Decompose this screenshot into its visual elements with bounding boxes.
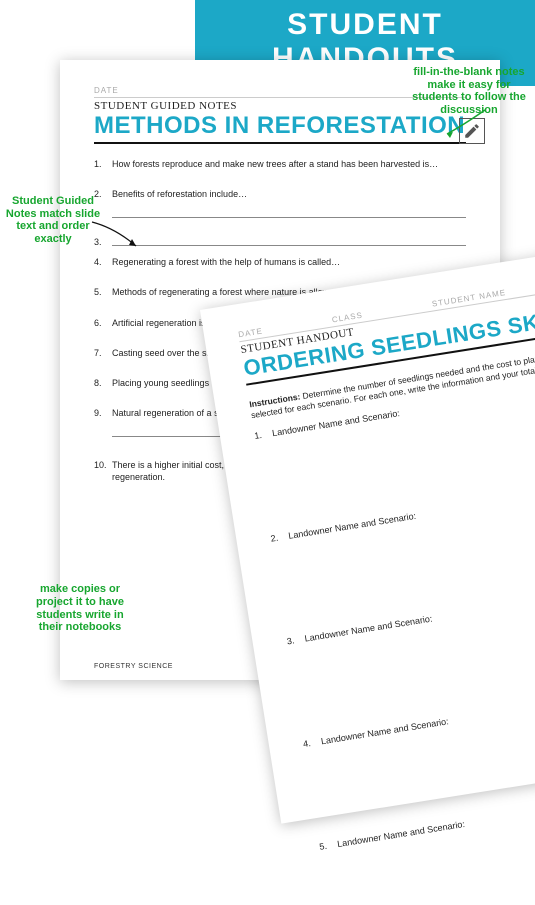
question-number: 5. <box>94 286 102 298</box>
question-item: 4. Regenerating a forest with the help of… <box>94 256 466 268</box>
scenario-number: 1. <box>254 430 263 441</box>
question-item: 3. <box>94 236 466 246</box>
question-text: How forests reproduce and make new trees… <box>112 159 438 169</box>
pencil-icon-box <box>459 118 485 144</box>
label-date: DATE <box>94 86 119 95</box>
question-item: 2.Benefits of reforestation include… <box>94 188 466 218</box>
annotation-bottom-left: make copies or project it to have studen… <box>30 583 130 634</box>
page-title-back: METHODS IN REFORESTATION <box>94 112 466 144</box>
scenario-label: Landowner Name and Scenario: <box>320 716 449 746</box>
footer-label: FORESTRY SCIENCE <box>94 663 173 670</box>
question-number: 9. <box>94 407 102 419</box>
scenario-label: Landowner Name and Scenario: <box>304 614 433 644</box>
blank-line <box>112 236 466 246</box>
label-class-f: CLASS <box>331 311 363 325</box>
question-number: 1. <box>94 158 102 170</box>
question-text: Regenerating a forest with the help of h… <box>112 257 340 267</box>
blank-line <box>112 208 466 218</box>
scenario-item: 4.Landowner Name and Scenario:# of Seedl… <box>302 676 535 796</box>
annotation-left: Student Guided Notes match slide text an… <box>2 195 104 246</box>
annotation-top-right: fill-in-the-blank notes make it easy for… <box>409 66 529 117</box>
scenario-number: 2. <box>270 533 279 544</box>
scenario-label: Landowner Name and Scenario: <box>288 511 417 541</box>
scenario-item: 2.Landowner Name and Scenario:# of Seedl… <box>270 471 535 591</box>
question-number: 8. <box>94 377 102 389</box>
worksheet-front: DATE CLASS STUDENT NAME STUDENT HANDOUT … <box>200 236 535 823</box>
question-number: 7. <box>94 347 102 359</box>
scenario-item: 5.Landowner Name and Scenario:# of Seedl… <box>319 779 535 899</box>
pencil-icon <box>463 122 481 140</box>
scenario-list: 1.Landowner Name and Scenario:# of Seedl… <box>254 368 535 899</box>
question-number: 10. <box>94 459 107 471</box>
scenario-label: Landowner Name and Scenario: <box>336 819 465 849</box>
question-text: Benefits of reforestation include… <box>112 189 247 199</box>
question-item: 1. How forests reproduce and make new tre… <box>94 158 466 170</box>
question-number: 4. <box>94 256 102 268</box>
question-number: 6. <box>94 317 102 329</box>
label-date-f: DATE <box>238 326 264 339</box>
scenario-item: 3.Landowner Name and Scenario:# of Seedl… <box>286 574 535 694</box>
scenario-number: 3. <box>286 635 295 646</box>
scenario-number: 4. <box>302 738 311 749</box>
scenario-number: 5. <box>319 841 328 852</box>
